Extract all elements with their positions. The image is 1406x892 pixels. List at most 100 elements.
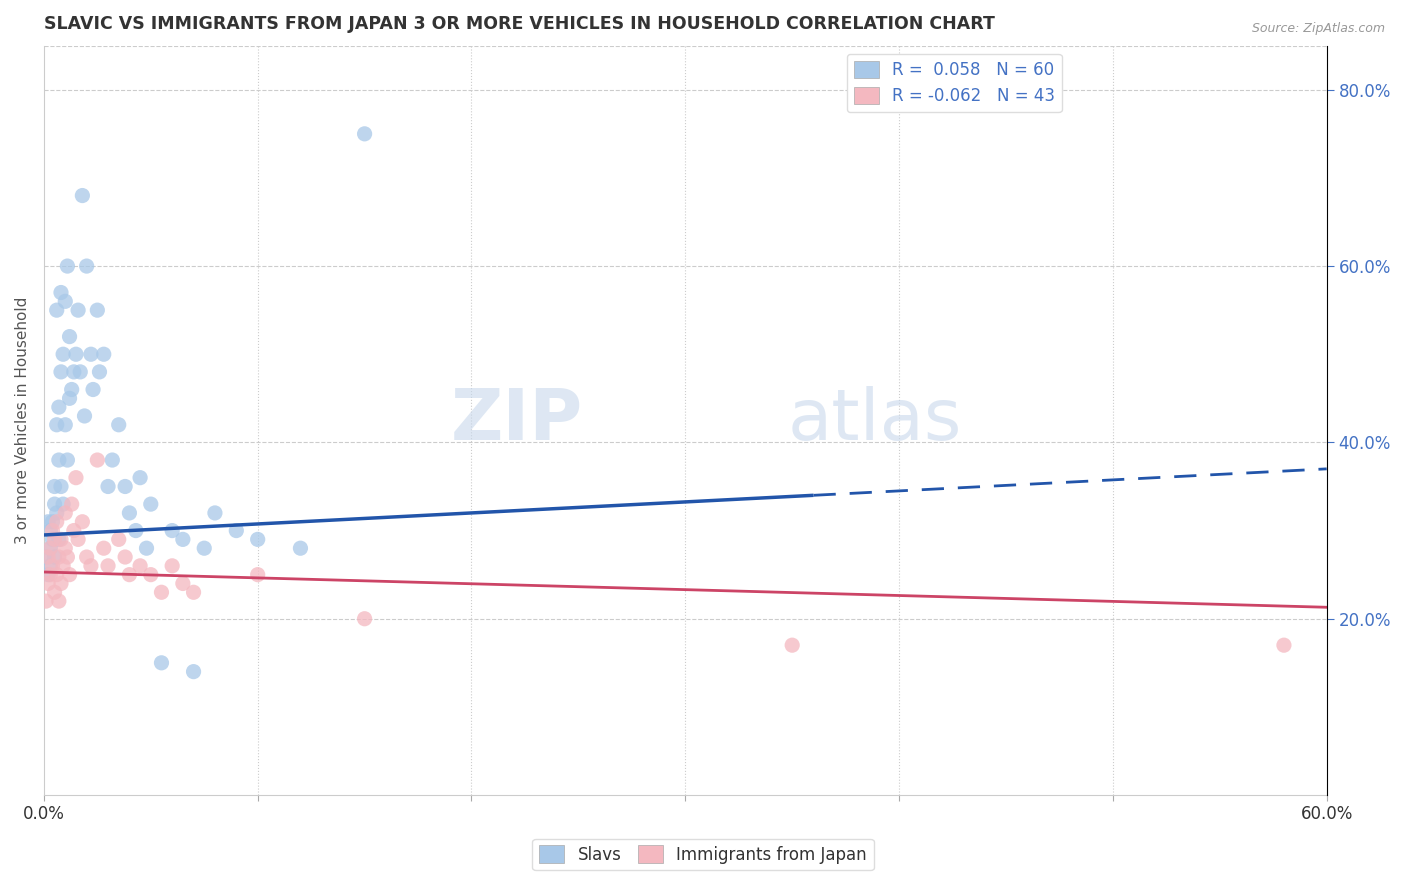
Point xyxy=(65,347,87,361)
Point xyxy=(44,479,66,493)
Point xyxy=(48,594,70,608)
Point xyxy=(37,549,59,564)
Point xyxy=(353,127,375,141)
Point xyxy=(53,417,76,432)
Point xyxy=(44,549,66,564)
Point xyxy=(246,567,269,582)
Point xyxy=(129,558,152,573)
Legend: R =  0.058   N = 60, R = -0.062   N = 43: R = 0.058 N = 60, R = -0.062 N = 43 xyxy=(848,54,1062,112)
Point xyxy=(44,585,66,599)
Point xyxy=(45,515,67,529)
Point xyxy=(93,541,115,556)
Point xyxy=(53,294,76,309)
Point xyxy=(53,506,76,520)
Point xyxy=(37,576,59,591)
Point xyxy=(39,558,62,573)
Point xyxy=(67,303,90,318)
Point xyxy=(97,479,120,493)
Point xyxy=(60,383,83,397)
Point xyxy=(41,515,63,529)
Point xyxy=(41,558,63,573)
Point xyxy=(73,409,96,423)
Point xyxy=(135,541,157,556)
Point xyxy=(45,506,67,520)
Point xyxy=(45,417,67,432)
Text: atlas: atlas xyxy=(787,386,962,455)
Point xyxy=(35,549,58,564)
Point xyxy=(58,567,80,582)
Point xyxy=(49,533,72,547)
Point xyxy=(65,471,87,485)
Point xyxy=(52,558,75,573)
Point xyxy=(1272,638,1295,652)
Point xyxy=(44,497,66,511)
Point xyxy=(63,524,86,538)
Point xyxy=(780,638,803,652)
Point xyxy=(48,453,70,467)
Point xyxy=(183,585,205,599)
Point xyxy=(97,558,120,573)
Point xyxy=(246,533,269,547)
Point xyxy=(107,533,129,547)
Point xyxy=(86,303,108,318)
Point xyxy=(93,347,115,361)
Point xyxy=(86,453,108,467)
Text: SLAVIC VS IMMIGRANTS FROM JAPAN 3 OR MORE VEHICLES IN HOUSEHOLD CORRELATION CHAR: SLAVIC VS IMMIGRANTS FROM JAPAN 3 OR MOR… xyxy=(44,15,995,33)
Point xyxy=(45,567,67,582)
Point xyxy=(76,259,98,273)
Point xyxy=(52,347,75,361)
Point xyxy=(225,524,247,538)
Point xyxy=(139,567,162,582)
Point xyxy=(204,506,226,520)
Point xyxy=(44,533,66,547)
Point xyxy=(80,558,103,573)
Point xyxy=(49,576,72,591)
Point xyxy=(118,567,141,582)
Point xyxy=(48,533,70,547)
Point xyxy=(172,576,194,591)
Point xyxy=(101,453,124,467)
Text: ZIP: ZIP xyxy=(450,386,582,455)
Point xyxy=(49,365,72,379)
Point xyxy=(58,329,80,343)
Point xyxy=(41,533,63,547)
Point xyxy=(58,392,80,406)
Point xyxy=(129,471,152,485)
Point xyxy=(76,549,98,564)
Point xyxy=(56,453,79,467)
Point xyxy=(39,541,62,556)
Point xyxy=(53,541,76,556)
Point xyxy=(49,285,72,300)
Point xyxy=(52,497,75,511)
Point xyxy=(353,612,375,626)
Point xyxy=(63,365,86,379)
Point xyxy=(150,656,173,670)
Point xyxy=(69,365,91,379)
Point xyxy=(118,506,141,520)
Point xyxy=(35,594,58,608)
Point xyxy=(39,541,62,556)
Point xyxy=(193,541,215,556)
Point xyxy=(89,365,111,379)
Point xyxy=(41,524,63,538)
Point xyxy=(56,549,79,564)
Point xyxy=(172,533,194,547)
Point xyxy=(107,417,129,432)
Point xyxy=(39,567,62,582)
Y-axis label: 3 or more Vehicles in Household: 3 or more Vehicles in Household xyxy=(15,297,30,544)
Point xyxy=(49,479,72,493)
Point xyxy=(114,549,136,564)
Point xyxy=(72,515,94,529)
Point xyxy=(37,567,59,582)
Point xyxy=(125,524,148,538)
Point xyxy=(48,400,70,414)
Point xyxy=(139,497,162,511)
Point xyxy=(60,497,83,511)
Point xyxy=(160,558,183,573)
Point xyxy=(80,347,103,361)
Point xyxy=(48,549,70,564)
Point xyxy=(160,524,183,538)
Point xyxy=(45,303,67,318)
Point xyxy=(72,188,94,202)
Point xyxy=(114,479,136,493)
